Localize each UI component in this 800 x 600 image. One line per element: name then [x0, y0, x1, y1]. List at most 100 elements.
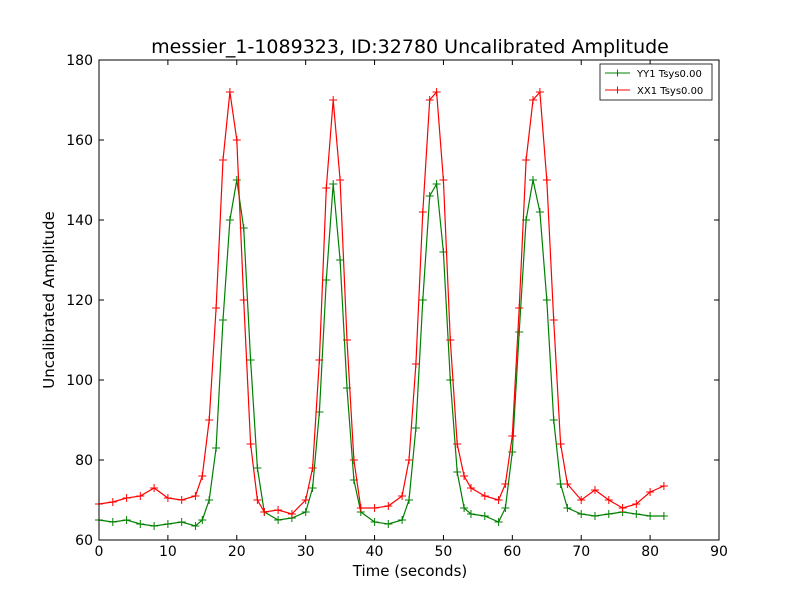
data-point-xx1 [336, 176, 345, 184]
data-point-xx1 [384, 502, 393, 510]
data-point-xx1 [232, 136, 241, 144]
data-point-xx1 [563, 480, 572, 488]
data-point-xx1 [494, 496, 503, 504]
data-point-xx1 [122, 494, 131, 502]
data-point-yy1 [405, 496, 413, 504]
data-point-xx1 [618, 504, 627, 512]
data-point-yy1 [370, 518, 379, 526]
data-point-xx1 [246, 440, 255, 448]
x-tick-label: 20 [228, 544, 246, 560]
data-point-xx1 [212, 304, 221, 312]
y-tick-label: 100 [66, 373, 93, 389]
data-point-xx1 [411, 360, 420, 368]
legend: YY1 Tsys0.00 XX1 Tsys0.00 [599, 63, 713, 101]
legend-marker-yy1 [614, 69, 621, 77]
data-point-xx1 [542, 176, 551, 184]
data-point-xx1 [343, 336, 351, 344]
data-point-yy1 [336, 256, 345, 264]
data-point-xx1 [239, 296, 248, 304]
data-point-xx1 [535, 88, 544, 96]
data-point-yy1 [577, 510, 586, 518]
data-point-yy1 [315, 408, 324, 416]
data-point-xx1 [163, 494, 172, 502]
data-point-yy1 [460, 504, 469, 512]
data-point-xx1 [432, 88, 441, 96]
legend-label-xx1: XX1 Tsys0.00 [637, 86, 703, 97]
data-point-yy1 [177, 518, 186, 526]
data-point-yy1 [556, 480, 565, 488]
data-point-xx1 [136, 492, 145, 500]
data-point-xx1 [453, 440, 462, 448]
data-point-xx1 [253, 496, 262, 504]
y-tick-label: 140 [66, 213, 93, 229]
data-point-xx1 [260, 508, 269, 516]
legend-entry-yy1: YY1 Tsys0.00 [605, 69, 702, 80]
data-point-yy1 [515, 328, 524, 336]
data-point-yy1 [384, 520, 393, 528]
data-point-xx1 [632, 500, 641, 508]
data-point-xx1 [556, 440, 565, 448]
data-point-yy1 [219, 316, 227, 324]
data-point-xx1 [501, 480, 510, 488]
data-point-yy1 [659, 512, 668, 520]
data-point-yy1 [398, 516, 407, 524]
data-point-yy1 [122, 516, 131, 524]
data-point-xx1 [301, 496, 310, 504]
data-point-yy1 [501, 504, 510, 512]
data-point-yy1 [198, 516, 207, 524]
y-axis-label: Uncalibrated Amplitude [40, 211, 58, 388]
data-point-xx1 [349, 456, 358, 464]
chart-title: messier_1-1089323, ID:32780 Uncalibrated… [151, 36, 669, 58]
legend-entry-xx1: XX1 Tsys0.00 [605, 86, 703, 97]
data-point-yy1 [591, 512, 599, 520]
legend-marker-xx1 [614, 86, 621, 94]
data-point-yy1 [205, 496, 214, 504]
data-point-yy1 [480, 512, 489, 520]
data-point-yy1 [418, 296, 427, 304]
data-point-xx1 [604, 496, 613, 504]
data-point-yy1 [163, 520, 172, 528]
x-tick-label: 80 [641, 544, 659, 560]
data-point-yy1 [542, 296, 551, 304]
x-tick-label: 40 [366, 544, 384, 560]
series-layer [95, 88, 668, 530]
data-point-xx1 [191, 492, 200, 500]
data-point-yy1 [308, 484, 317, 492]
data-point-xx1 [322, 184, 331, 192]
data-point-yy1 [453, 468, 462, 476]
data-point-yy1 [322, 276, 331, 284]
x-tick-label: 70 [572, 544, 590, 560]
data-point-yy1 [632, 510, 641, 518]
data-point-xx1 [370, 504, 379, 512]
data-point-yy1 [253, 464, 262, 472]
x-axis-label: Time (seconds) [352, 562, 468, 580]
data-point-xx1 [308, 464, 317, 472]
data-point-xx1 [480, 492, 489, 500]
data-point-xx1 [225, 88, 234, 96]
data-point-xx1 [460, 472, 469, 480]
data-point-yy1 [604, 510, 613, 518]
data-point-xx1 [577, 496, 586, 504]
data-point-yy1 [467, 510, 475, 518]
data-point-xx1 [439, 176, 448, 184]
data-point-xx1 [205, 416, 214, 424]
x-tick-label: 0 [95, 544, 104, 560]
plot-frame [99, 60, 719, 540]
x-tick-label: 50 [435, 544, 453, 560]
data-point-yy1 [494, 518, 503, 526]
data-point-yy1 [646, 512, 655, 520]
plot-area: 0 10 20 30 40 50 60 70 80 90 60 80 100 120 140 160 180 [66, 53, 728, 560]
data-point-xx1 [219, 156, 227, 164]
data-point-yy1 [212, 444, 221, 452]
x-tick-label: 30 [297, 544, 315, 560]
data-point-yy1 [108, 518, 117, 526]
data-point-xx1 [405, 456, 413, 464]
data-point-xx1 [356, 504, 365, 512]
data-point-yy1 [246, 356, 255, 364]
data-point-yy1 [549, 416, 558, 424]
data-point-xx1 [329, 96, 338, 104]
data-point-yy1 [329, 180, 338, 188]
data-point-yy1 [529, 176, 537, 184]
data-point-xx1 [198, 472, 207, 480]
